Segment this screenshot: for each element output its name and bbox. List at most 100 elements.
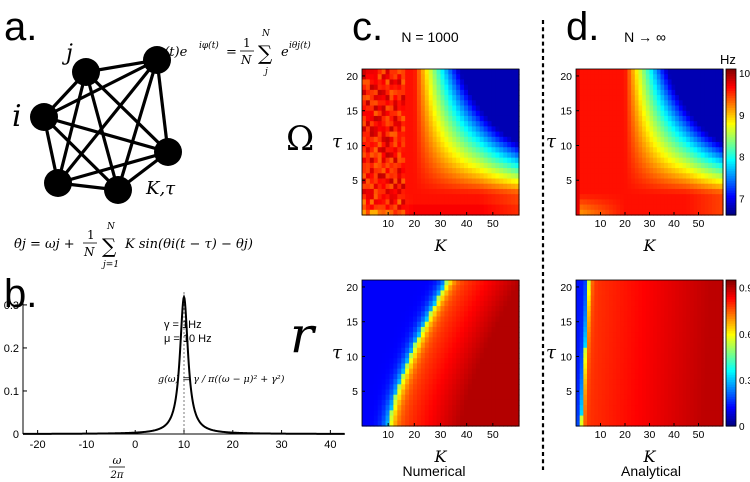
- heatmap-cell: [689, 368, 695, 375]
- heatmap-cell: [377, 353, 383, 359]
- heatmap-cell: [598, 394, 603, 401]
- heatmap-cell: [627, 89, 632, 96]
- heatmap-cell: [491, 173, 497, 180]
- heatmap-cell: [448, 394, 453, 401]
- heatmap-cell: [464, 142, 469, 148]
- heatmap-cell: [642, 194, 647, 200]
- heatmap-cell: [598, 300, 603, 307]
- heatmap-cell: [369, 188, 375, 195]
- heatmap-cell: [515, 178, 520, 185]
- heatmap-cell: [515, 285, 520, 292]
- heatmap-cell: [369, 121, 375, 127]
- heatmap-cell: [495, 204, 500, 211]
- heatmap-cell: [460, 84, 465, 91]
- heatmap-cell: [483, 337, 489, 344]
- heatmap-cell: [440, 79, 446, 86]
- heatmap-cell: [616, 199, 621, 206]
- heatmap-cell: [428, 363, 434, 370]
- heatmap-cell: [601, 147, 606, 154]
- heatmap-cell: [362, 384, 367, 391]
- heatmap-cell: [377, 337, 383, 344]
- heatmap-cell: [413, 105, 418, 112]
- heatmap-cell: [385, 363, 391, 370]
- heatmap-cell: [715, 337, 720, 344]
- heatmap-cell: [491, 415, 497, 422]
- heatmap-cell: [642, 178, 647, 185]
- heatmap-cell: [667, 199, 673, 206]
- heatmap-cell: [634, 353, 640, 359]
- heatmap-cell: [369, 342, 375, 349]
- heatmap-cell: [623, 342, 629, 349]
- heatmap-cell: [587, 285, 592, 292]
- heatmap-cell: [682, 95, 687, 101]
- heatmap-cell: [708, 389, 713, 396]
- heatmap-cell: [689, 89, 695, 96]
- heatmap-cell: [409, 347, 414, 354]
- heatmap-cell: [620, 84, 625, 91]
- heatmap-cell: [667, 194, 673, 200]
- heatmap-cell: [590, 95, 595, 101]
- heatmap-cell: [440, 311, 446, 318]
- heatmap-cell: [623, 105, 629, 112]
- heatmap-cell: [475, 183, 481, 190]
- heatmap-cell: [511, 131, 516, 138]
- heatmap-cell: [620, 280, 625, 286]
- heatmap-cell: [416, 126, 422, 133]
- heatmap-cell: [660, 347, 665, 354]
- heatmap-cell: [381, 405, 387, 411]
- heatmap-cell: [587, 147, 592, 154]
- heatmap-cell: [460, 332, 465, 338]
- heatmap-cell: [487, 415, 493, 422]
- heatmap-cell: [645, 373, 651, 380]
- heatmap-cell: [424, 358, 430, 365]
- heatmap-cell: [616, 321, 621, 328]
- heatmap-cell: [491, 420, 497, 427]
- heatmap-cell: [616, 194, 621, 200]
- heatmap-cell: [436, 105, 442, 112]
- heatmap-cell: [464, 337, 469, 344]
- heatmap-cell: [369, 136, 375, 143]
- heatmap-cell: [495, 280, 500, 286]
- heatmap-cell: [656, 178, 662, 185]
- heatmap-cell: [393, 300, 398, 307]
- heatmap-cell: [697, 147, 702, 154]
- heatmap-cell: [660, 295, 665, 302]
- heatmap-cell: [507, 326, 512, 333]
- heatmap-cell: [623, 199, 629, 206]
- heatmap-cell: [416, 300, 422, 307]
- heatmap-cell: [464, 342, 469, 349]
- heatmap-cell: [671, 188, 676, 195]
- heatmap-cell: [420, 89, 426, 96]
- heatmap-cell: [693, 394, 698, 401]
- heatmap-cell: [583, 295, 588, 302]
- heatmap-cell: [664, 115, 669, 122]
- heatmap-cell: [656, 300, 662, 307]
- heatmap-cell: [385, 389, 391, 396]
- heatmap-cell: [377, 152, 383, 159]
- heatmap-cell: [503, 363, 508, 370]
- heatmap-cell: [369, 399, 375, 406]
- heatmap-cell: [464, 379, 469, 385]
- heatmap-cell: [432, 410, 438, 417]
- colorbar-segment: [726, 406, 736, 410]
- heatmap-cell: [590, 337, 595, 344]
- heatmap-cell: [664, 168, 669, 174]
- heatmap-cell: [583, 337, 588, 344]
- heatmap-cell: [715, 353, 720, 359]
- heatmap-cell: [416, 394, 422, 401]
- heatmap-cell: [444, 126, 449, 133]
- heatmap-cell: [420, 69, 426, 75]
- heatmap-cell: [715, 178, 720, 185]
- heatmap-cell: [483, 295, 489, 302]
- heatmap-cell: [719, 410, 724, 417]
- heatmap-cell: [656, 142, 662, 148]
- heatmap-cell: [381, 311, 387, 318]
- heatmap-cell: [686, 69, 691, 75]
- heatmap-cell: [448, 115, 453, 122]
- heatmap-cell: [656, 399, 662, 406]
- heatmap-cell: [432, 79, 438, 86]
- colorbar-tick-label: 10: [739, 69, 750, 80]
- heatmap-cell: [649, 126, 654, 133]
- heatmap-cell: [594, 337, 599, 344]
- heatmap-cell: [479, 321, 485, 328]
